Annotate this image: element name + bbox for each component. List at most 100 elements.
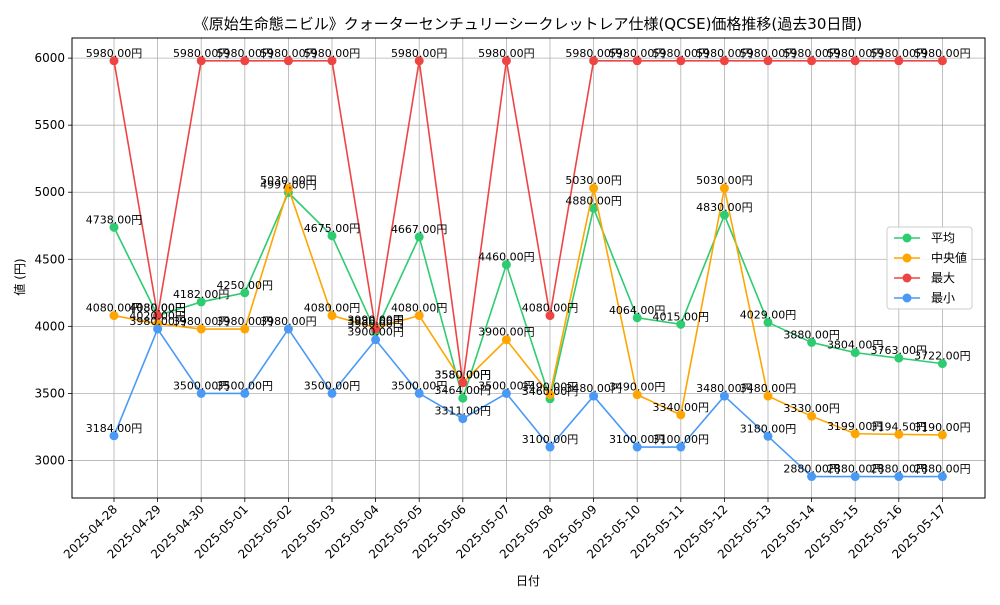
data-label: 4997.00円 — [260, 179, 317, 192]
data-point — [676, 410, 686, 420]
data-point — [676, 319, 686, 329]
data-label: 3500.00円 — [391, 379, 448, 392]
data-label: 3100.00円 — [653, 433, 710, 446]
data-point — [632, 390, 642, 400]
data-label: 3580.00円 — [435, 369, 492, 382]
data-label: 3900.00円 — [347, 326, 404, 339]
data-label: 3330.00円 — [783, 402, 840, 415]
data-label: 4080.00円 — [86, 302, 143, 315]
data-label: 5980.00円 — [478, 47, 535, 60]
data-point — [458, 378, 468, 388]
data-label: 5980.00円 — [391, 47, 448, 60]
data-label: 5980.00円 — [565, 47, 622, 60]
data-point — [763, 391, 773, 401]
data-point — [763, 431, 773, 441]
data-label: 3100.00円 — [522, 433, 579, 446]
data-point — [719, 56, 729, 66]
data-point — [240, 288, 250, 298]
data-point — [283, 183, 293, 193]
data-point — [937, 359, 947, 369]
data-label: 4064.00円 — [609, 304, 666, 317]
data-label: 5980.00円 — [217, 47, 274, 60]
data-point — [371, 324, 381, 334]
data-point — [676, 442, 686, 452]
data-label: 3804.00円 — [827, 339, 884, 352]
data-point — [850, 348, 860, 358]
data-label: 4029.00円 — [740, 308, 797, 321]
data-label: 5980.00円 — [304, 47, 361, 60]
x-axis-label: 日付 — [516, 574, 540, 588]
data-point — [414, 56, 424, 66]
data-point — [589, 391, 599, 401]
y-axis-label: 値 (円) — [12, 258, 27, 295]
y-tick-label: 3500 — [34, 386, 65, 400]
data-label: 5030.00円 — [565, 174, 622, 187]
data-label: 4015.00円 — [653, 310, 710, 323]
data-label: 4460.00円 — [478, 251, 535, 264]
data-label: 5980.00円 — [653, 47, 710, 60]
data-label: 3960.00円 — [347, 318, 404, 331]
series-line-0 — [113, 191, 943, 400]
data-label: 3340.00円 — [653, 401, 710, 414]
data-point — [283, 56, 293, 66]
data-point — [327, 56, 337, 66]
data-point — [719, 183, 729, 193]
data-label: 3980.00円 — [260, 315, 317, 328]
data-label: 3900.00円 — [478, 326, 535, 339]
data-point — [589, 56, 599, 66]
data-label: 4738.00円 — [86, 213, 143, 226]
data-label: 4080.00円 — [391, 302, 448, 315]
data-point — [632, 313, 642, 323]
data-point — [937, 56, 947, 66]
data-label: 3722.00円 — [914, 350, 971, 363]
data-point — [414, 388, 424, 398]
data-label: 4080.00円 — [522, 302, 579, 315]
legend-entry: 最小 — [931, 291, 955, 305]
plot-frame — [71, 37, 986, 499]
data-label: 5980.00円 — [609, 47, 666, 60]
data-label: 3500.00円 — [304, 379, 361, 392]
data-label: 5030.00円 — [260, 174, 317, 187]
data-point — [676, 56, 686, 66]
data-point — [414, 311, 424, 321]
legend-entry: 最大 — [931, 271, 955, 285]
data-label: 3184.00円 — [86, 422, 143, 435]
data-point — [240, 324, 250, 334]
data-label: 5030.00円 — [696, 174, 753, 187]
data-label: 5980.00円 — [827, 47, 884, 60]
data-point — [763, 56, 773, 66]
data-point — [414, 232, 424, 242]
data-point — [589, 203, 599, 213]
data-point — [240, 56, 250, 66]
data-point — [371, 335, 381, 345]
data-label: 5980.00円 — [783, 47, 840, 60]
data-label: 3480.00円 — [565, 382, 622, 395]
legend-swatch-marker — [902, 293, 912, 303]
y-tick-label: 5000 — [34, 185, 65, 199]
data-point — [196, 297, 206, 307]
data-point — [850, 429, 860, 439]
legend-box — [886, 226, 973, 310]
data-point — [545, 442, 555, 452]
data-label: 4250.00円 — [217, 279, 274, 292]
data-label: 4830.00円 — [696, 201, 753, 214]
data-label: 4880.00円 — [565, 194, 622, 207]
data-label: 3980.00円 — [129, 315, 186, 328]
data-point — [501, 56, 511, 66]
data-point — [850, 472, 860, 482]
data-point — [109, 56, 119, 66]
data-label: 2880.00円 — [783, 463, 840, 476]
data-label: 4020.00円 — [129, 310, 186, 323]
data-label: 5980.00円 — [696, 47, 753, 60]
data-label: 3194.50円 — [871, 420, 928, 433]
data-point — [545, 311, 555, 321]
y-tick-label: 5500 — [34, 118, 65, 132]
data-point — [327, 231, 337, 241]
data-point — [719, 210, 729, 220]
data-point — [763, 317, 773, 327]
data-label: 3100.00円 — [609, 433, 666, 446]
y-tick-label: 4000 — [34, 319, 65, 333]
